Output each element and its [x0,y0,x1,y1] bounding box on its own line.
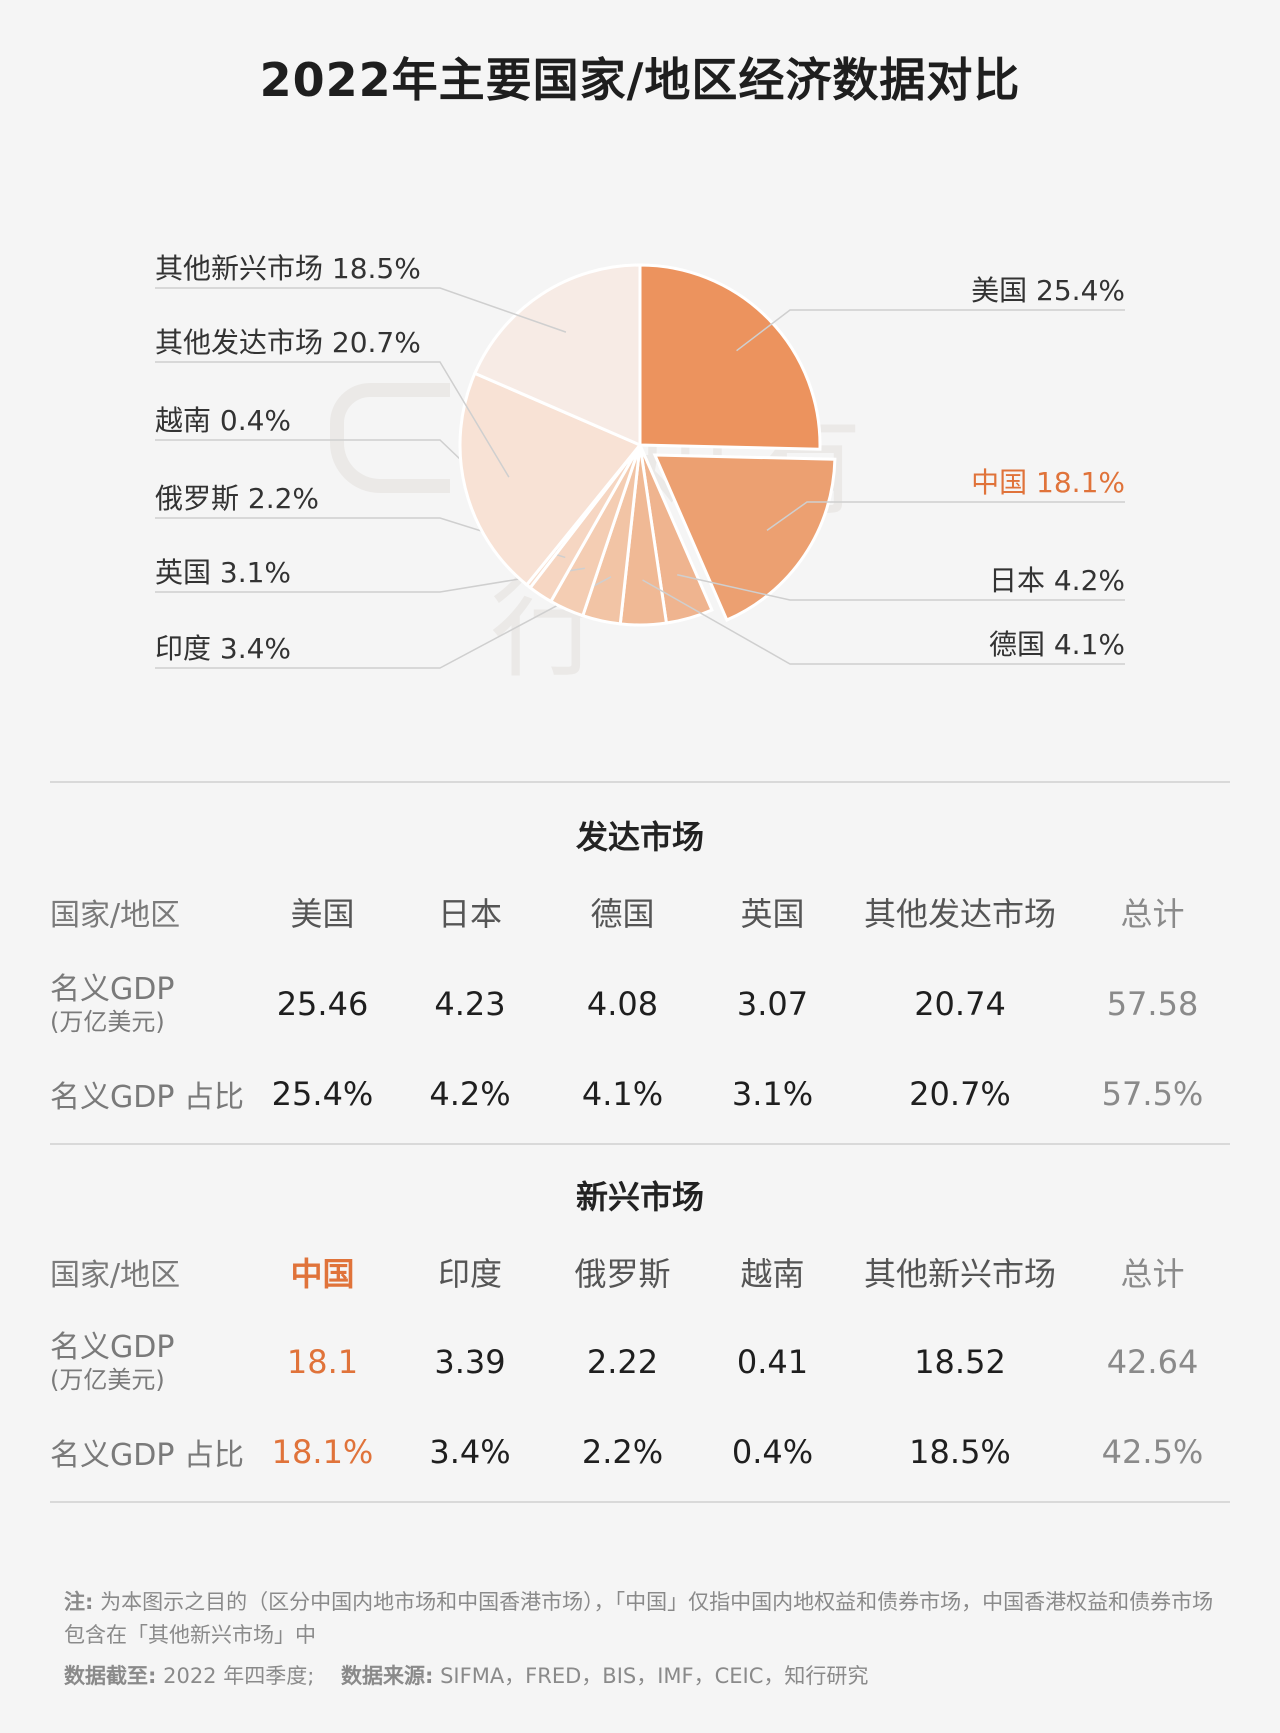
emerging-section-title: 新兴市场 [575,1178,704,1216]
table-cell: 3.07 [736,985,809,1023]
pie-slice-中国 [652,453,837,623]
source-text: SIFMA，FRED，BIS，IMF，CEIC，知行研究 [440,1664,869,1688]
note-label: 注: [64,1590,94,1614]
header-cell: 印度 [437,1255,502,1293]
table-cell: 2.2% [581,1433,664,1471]
leader-line [736,309,1125,352]
header-cell: 国家/地区 [50,1258,181,1293]
emerging-share-row: 名义GDP 占比 18.1% 3.4% 2.2% 0.4% 18.5% 42.5… [50,1420,1230,1484]
header-cell: 俄罗斯 [574,1255,671,1293]
table-cell-total: 42.64 [1106,1343,1199,1381]
cutoff-text: 2022 年四季度; [163,1664,315,1688]
slice-label: 其他新兴市场 18.5% [155,252,421,285]
note-text: 为本图示之目的（区分中国内地市场和中国香港市场），「中国」仅指中国内地权益和债券… [64,1590,1214,1647]
table-cell: 2.22 [586,1343,659,1381]
slice-label: 俄罗斯 2.2% [155,482,319,515]
table-cell: 4.2% [429,1075,511,1113]
leader-line [642,579,1125,665]
header-cell: 国家/地区 [50,898,181,933]
header-cell: 日本 [437,895,502,933]
table-cell: 4.1% [581,1075,664,1113]
leader-line [155,287,567,333]
table-cell: 18.52 [914,1343,1006,1381]
gdp-unit: (万亿美元) [50,1365,165,1394]
header-cell: 其他发达市场 [863,895,1056,933]
table-cell: 20.74 [914,985,1006,1023]
gdp-label: 名义GDP [50,971,175,1007]
row-label: 名义GDP (万亿美元) [50,972,250,1036]
footnote: 注: 为本图示之目的（区分中国内地市场和中国香港市场），「中国」仅指中国内地权益… [64,1586,1224,1652]
table-cell: 3.4% [429,1433,511,1471]
table-cell: 3.1% [731,1075,814,1113]
gdp-label: 名义GDP [50,1329,175,1365]
header-cell: 总计 [1120,1255,1185,1293]
header-cell: 美国 [290,895,355,933]
slice-label: 中国 18.1% [971,466,1125,499]
emerging-header-row: 国家/地区 中国 印度 俄罗斯 越南 其他新兴市场 总计 [50,1240,1230,1304]
table-cell: 25.4% [271,1075,374,1113]
pie-slice-美国 [638,263,822,451]
gdp-unit: (万亿美元) [50,1007,165,1036]
table-cell-highlight: 18.1% [271,1433,374,1471]
table-cell: 4.08 [586,985,659,1023]
table-cell: 4.23 [434,985,506,1023]
slice-label: 美国 25.4% [971,274,1125,307]
header-cell-highlight: 中国 [290,1255,355,1293]
header-cell: 其他新兴市场 [863,1255,1056,1293]
row-label: 名义GDP 占比 [50,1438,244,1473]
leader-line [766,501,1125,531]
table-cell: 0.41 [736,1343,809,1381]
slice-label: 德国 4.1% [989,628,1125,661]
table-cell: 0.4% [731,1433,814,1471]
table-cell: 18.5% [909,1433,1011,1471]
pie-chart: 美国 25.4% 中国 18.1% 日本 4.2% 德国 4.1% 印度 3.4% 英国 … [155,252,1125,669]
table-cell-total: 57.5% [1101,1075,1204,1113]
table-cell-total: 42.5% [1101,1433,1204,1471]
leader-line [155,361,510,478]
page-title: 2022年主要国家/地区经济数据对比 [259,53,1021,107]
table-cell-total: 57.58 [1106,985,1199,1023]
developed-header-row: 国家/地区 美国 日本 德国 英国 其他发达市场 总计 [50,880,1230,944]
divider [50,781,1230,783]
data-source-line: 数据截至: 2022 年四季度; 数据来源: SIFMA，FRED，BIS，IM… [64,1660,1224,1693]
pie-slice-其他新兴市场 [472,263,642,448]
slice-label: 其他发达市场 20.7% [155,326,421,359]
leader-line [155,576,612,669]
row-label: 名义GDP 占比 [50,1080,244,1115]
divider [50,1501,1230,1503]
divider [50,1143,1230,1145]
slice-label: 越南 0.4% [155,404,291,437]
header-cell: 德国 [590,895,655,933]
slice-label: 英国 3.1% [155,556,291,589]
developed-gdp-row: 名义GDP (万亿美元) 25.46 4.23 4.08 3.07 20.74 … [50,972,1230,1036]
leader-line [677,574,1125,601]
table-cell: 25.46 [276,985,369,1023]
table-cell: 20.7% [909,1075,1011,1113]
emerging-gdp-row: 名义GDP (万亿美元) 18.1 3.39 2.22 0.41 18.52 4… [50,1330,1230,1394]
table-cell: 3.39 [434,1343,506,1381]
header-cell: 越南 [740,1255,805,1293]
header-cell: 总计 [1120,895,1185,933]
row-label: 名义GDP (万亿美元) [50,1330,250,1394]
cutoff-label: 数据截至: [64,1664,157,1688]
developed-section-title: 发达市场 [575,818,704,856]
slice-label: 日本 4.2% [989,564,1125,597]
header-cell: 英国 [740,895,805,933]
source-label: 数据来源: [341,1664,434,1688]
slice-label: 印度 3.4% [155,632,291,665]
developed-share-row: 名义GDP 占比 25.4% 4.2% 4.1% 3.1% 20.7% 57.5… [50,1062,1230,1126]
table-cell-highlight: 18.1 [286,1343,359,1381]
